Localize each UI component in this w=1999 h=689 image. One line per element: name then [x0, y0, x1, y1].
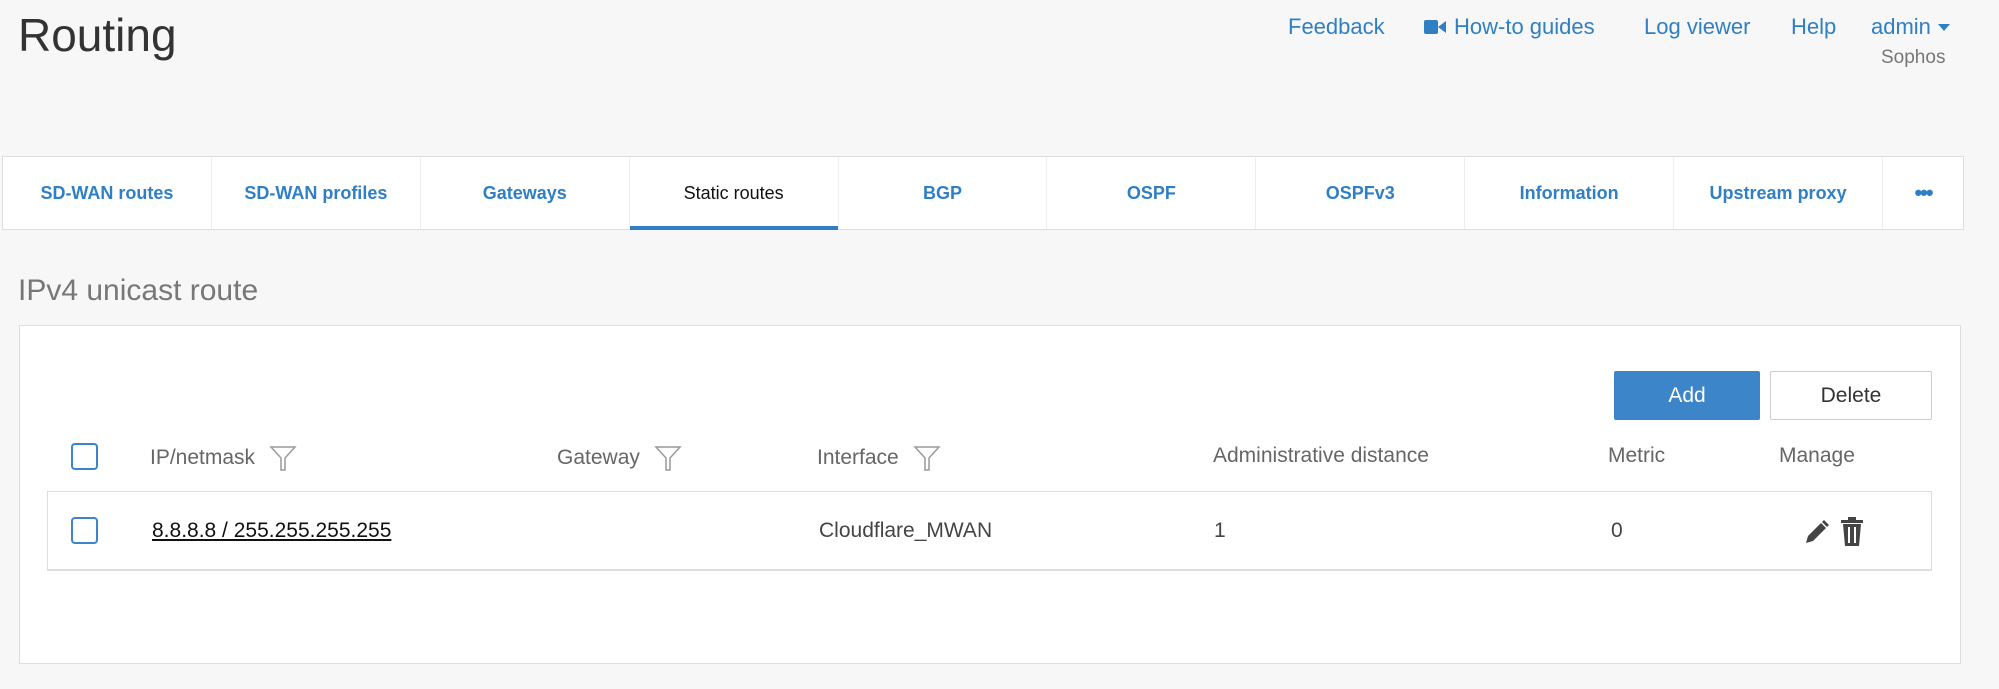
tab-static-routes[interactable]: Static routes	[629, 157, 839, 230]
tab-bar: SD-WAN routes SD-WAN profiles Gateways S…	[2, 156, 1964, 230]
column-label: Interface	[817, 446, 899, 469]
column-interface: Interface	[817, 444, 941, 472]
page-title: Routing	[18, 9, 177, 61]
tab-bgp[interactable]: BGP	[839, 157, 1048, 229]
table-row	[47, 491, 1932, 571]
caret-down-icon	[1937, 24, 1950, 31]
help-link[interactable]: Help	[1791, 14, 1837, 39]
how-to-guides-label: How-to guides	[1454, 14, 1595, 39]
delete-button[interactable]: Delete	[1770, 371, 1932, 420]
column-manage: Manage	[1779, 444, 1855, 467]
column-label: Gateway	[557, 446, 640, 469]
row-checkbox[interactable]	[71, 517, 98, 544]
tab-ospf[interactable]: OSPF	[1047, 157, 1257, 229]
tab-sd-wan-routes[interactable]: SD-WAN routes	[3, 157, 212, 229]
metric-cell: 0	[1611, 519, 1623, 542]
tab-ospfv3[interactable]: OSPFv3	[1256, 157, 1466, 229]
ip-netmask-link[interactable]: 8.8.8.8 / 255.255.255.255	[152, 519, 392, 542]
how-to-guides-link[interactable]: How-to guides	[1424, 14, 1595, 40]
admin-distance-cell: 1	[1214, 519, 1226, 542]
edit-pencil-icon[interactable]	[1803, 518, 1829, 546]
feedback-link[interactable]: Feedback	[1288, 14, 1385, 39]
column-metric: Metric	[1608, 444, 1666, 467]
tab-gateways[interactable]: Gateways	[421, 157, 630, 229]
interface-cell: Cloudflare_MWAN	[819, 519, 993, 542]
trash-icon[interactable]	[1840, 517, 1864, 547]
column-label: IP/netmask	[150, 446, 256, 469]
log-viewer-link[interactable]: Log viewer	[1644, 14, 1751, 39]
filter-icon[interactable]	[913, 444, 941, 472]
video-camera-icon	[1424, 20, 1446, 34]
org-name: Sophos	[1881, 47, 1946, 68]
column-gateway: Gateway	[557, 444, 682, 472]
add-button[interactable]: Add	[1614, 371, 1760, 420]
section-title: IPv4 unicast route	[18, 274, 259, 307]
filter-icon[interactable]	[654, 444, 682, 472]
column-ip-netmask: IP/netmask	[150, 444, 297, 472]
admin-label: admin	[1871, 14, 1931, 39]
tab-upstream-proxy[interactable]: Upstream proxy	[1674, 157, 1884, 229]
tab-sd-wan-profiles[interactable]: SD-WAN profiles	[212, 157, 421, 229]
column-administrative-distance: Administrative distance	[1213, 444, 1429, 467]
more-tabs-button[interactable]: •••	[1914, 180, 1933, 205]
filter-icon[interactable]	[269, 444, 297, 472]
tab-information[interactable]: Information	[1465, 157, 1675, 229]
admin-menu[interactable]: admin	[1871, 14, 1951, 40]
select-all-checkbox[interactable]	[71, 443, 98, 470]
